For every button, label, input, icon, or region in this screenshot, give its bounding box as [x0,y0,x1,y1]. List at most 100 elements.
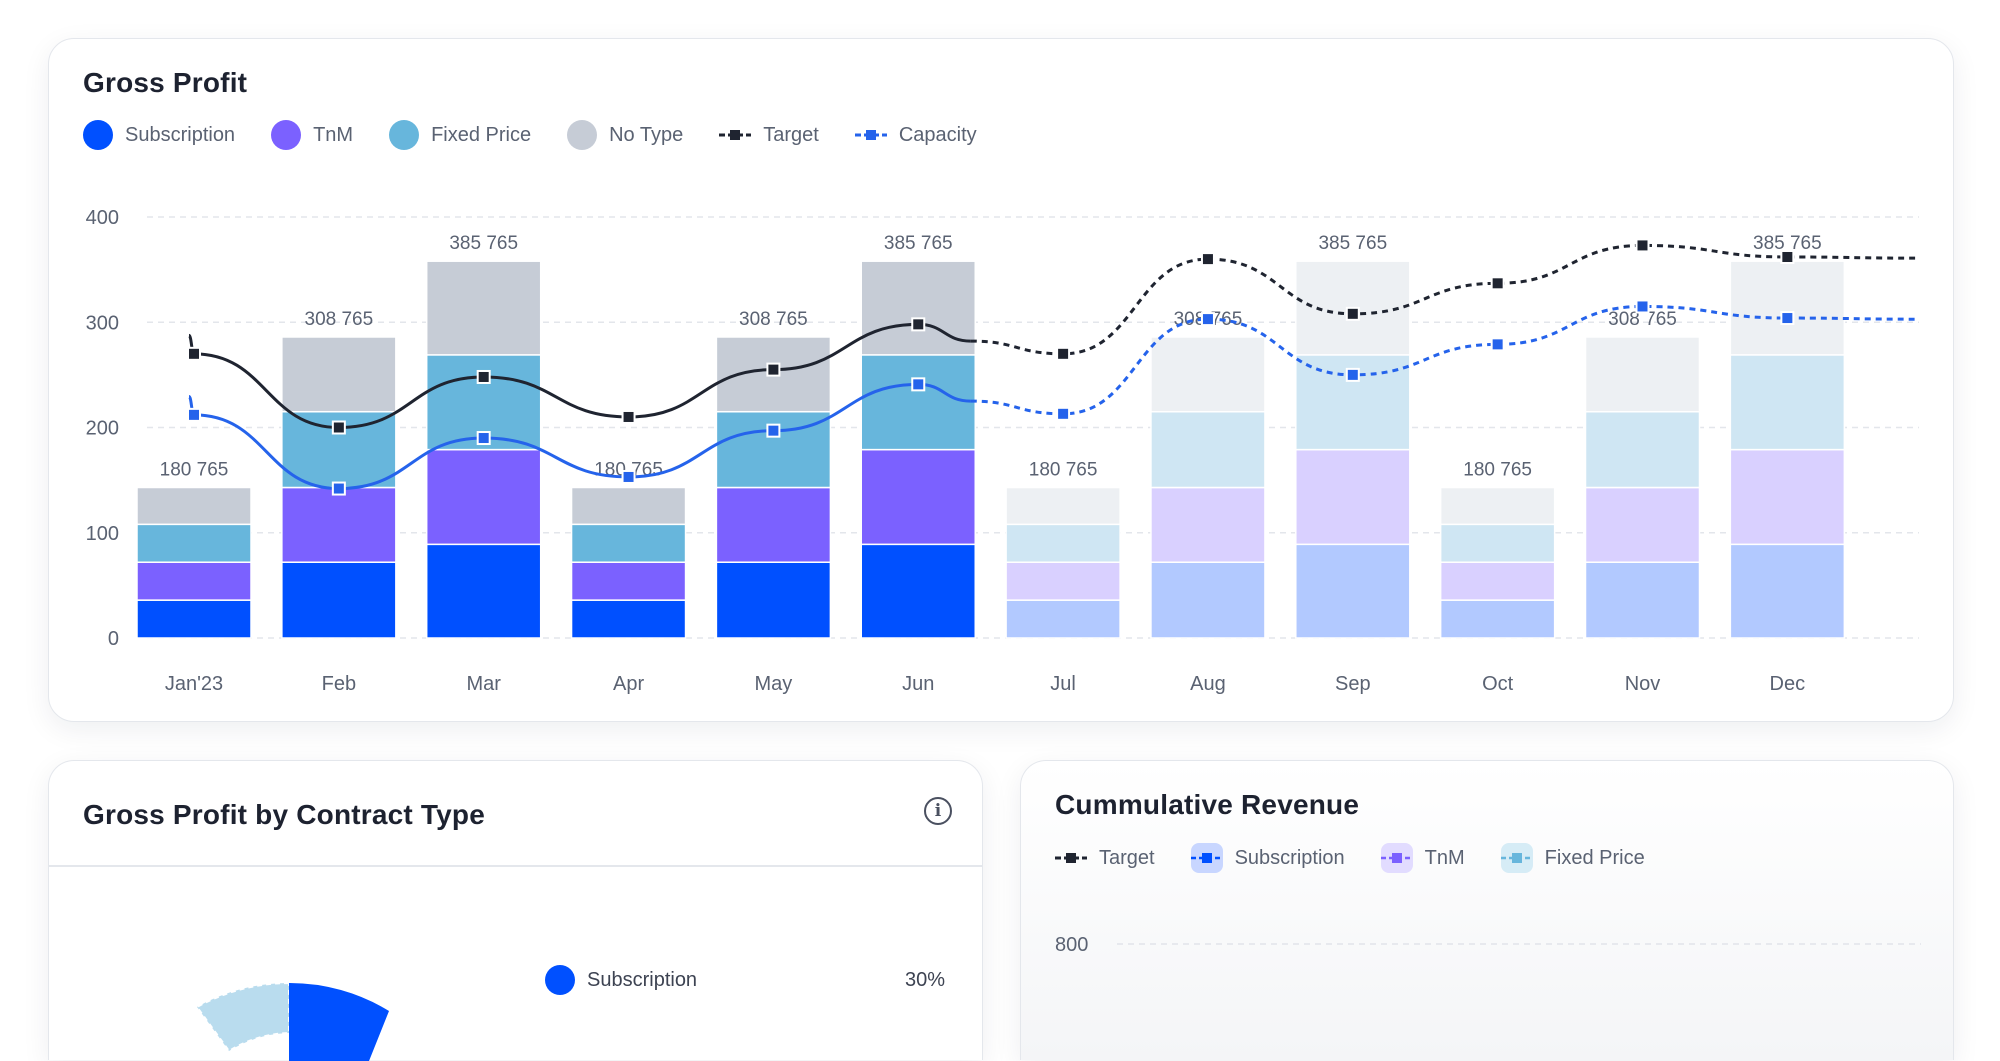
capacity-point[interactable] [187,407,201,422]
target-point[interactable] [331,420,346,435]
subscription-swatch [545,965,575,995]
capacity-point[interactable] [1490,337,1505,352]
legend-subscription[interactable]: Subscription [83,120,235,150]
bar-segment-tnm[interactable] [1295,448,1411,546]
no-type-swatch [567,120,598,150]
bar-total-label: 180 765 [1463,459,1532,480]
bar-segment-tnm[interactable] [1150,486,1266,563]
target-point[interactable] [911,317,926,332]
target-point[interactable] [621,409,636,424]
target-point[interactable] [187,346,201,361]
legend-no-type-label: No Type [609,123,684,146]
capacity-point[interactable] [1200,312,1215,327]
legend-capacity[interactable]: Capacity [854,124,977,147]
target-point[interactable] [1490,276,1505,291]
bar-segment-subscription[interactable] [715,561,832,639]
cumulative-legend-tnm[interactable]: TnM [1380,843,1465,873]
bar-segment-subscription[interactable] [1729,543,1846,639]
bar-segment-fixed-price[interactable] [136,523,252,563]
bar-segment-fixed-price[interactable] [1150,410,1266,489]
capacity-point[interactable] [1056,406,1071,421]
target-point[interactable] [1345,306,1360,321]
bar-segment-subscription[interactable] [1584,561,1701,639]
bar-segment-no-type[interactable] [1439,486,1556,526]
contract-row-subscription[interactable]: Subscription 30% [545,965,945,995]
capacity-point[interactable] [621,469,636,484]
cumulative-legend-fixed-price[interactable]: Fixed Price [1500,843,1645,873]
x-tick-label: Mar [466,673,501,695]
pie-slice-subscription[interactable] [289,982,389,1061]
info-icon[interactable]: i [924,797,952,825]
target-point[interactable] [1780,249,1795,264]
bar-segment-no-type[interactable] [425,260,542,356]
contract-row-value: 30% [904,968,945,991]
bar-segment-no-type[interactable] [281,336,397,413]
bar-segment-subscription[interactable] [425,543,542,639]
bar-segment-no-type[interactable] [136,486,252,526]
contract-row-label: Subscription [587,968,698,991]
cumulative-revenue-title: Cummulative Revenue [1055,789,1360,820]
target-point[interactable] [1200,252,1215,267]
x-tick-label: Nov [1625,673,1661,695]
capacity-point[interactable] [1635,299,1650,314]
legend-fixed-price[interactable]: Fixed Price [389,120,531,150]
bar-segment-no-type[interactable] [1729,260,1846,356]
bar-segment-tnm[interactable] [425,448,542,546]
target-point[interactable] [1056,346,1071,361]
pie-slice-fixed-price[interactable] [195,981,290,1053]
capacity-point[interactable] [911,377,926,392]
x-tick-label: May [755,673,793,695]
bar-segment-subscription[interactable] [1005,599,1121,639]
bar-total-label: 385 765 [1753,233,1822,254]
capacity-point[interactable] [766,423,781,438]
bar-segment-subscription[interactable] [1295,543,1411,639]
bar-segment-tnm[interactable] [1005,561,1121,601]
bar-segment-subscription[interactable] [570,599,687,639]
capacity-point[interactable] [331,481,346,496]
bar-segment-tnm[interactable] [1584,486,1701,563]
bar-segment-tnm[interactable] [570,561,687,601]
bar-segment-fixed-price[interactable] [570,523,687,563]
bar-segment-subscription[interactable] [281,561,397,639]
bar-segment-tnm[interactable] [1729,448,1846,546]
target-point[interactable] [1635,238,1650,253]
cumulative-revenue-card: Cummulative Revenue Target Subscription … [1020,760,1954,1060]
bar-segment-subscription[interactable] [1439,599,1556,639]
bar-segment-fixed-price[interactable] [860,354,976,451]
legend-target[interactable]: Target [719,124,819,147]
bar-segment-subscription[interactable] [860,543,976,639]
bar-segment-no-type[interactable] [570,486,687,526]
cumulative-legend-subscription[interactable]: Subscription [1190,843,1345,873]
bar-segment-no-type[interactable] [1150,336,1266,413]
capacity-point[interactable] [1780,311,1795,326]
bar-segment-fixed-price[interactable] [1584,410,1701,489]
bar-segment-tnm[interactable] [1439,561,1556,601]
bar-segment-fixed-price[interactable] [1729,354,1846,451]
bar-segment-fixed-price[interactable] [1005,523,1121,563]
cumulative-legend-target[interactable]: Target [1055,847,1155,870]
bar-segment-subscription[interactable] [1150,561,1266,639]
x-tick-label: Dec [1770,673,1806,695]
gross-profit-title: Gross Profit [83,67,248,98]
bar-total-label: 180 765 [1029,459,1098,480]
bar-segment-tnm[interactable] [715,486,832,563]
x-tick-label: Apr [613,673,644,695]
legend-tnm[interactable]: TnM [271,120,353,150]
bar-segment-fixed-price[interactable] [1439,523,1556,563]
target-point[interactable] [766,362,781,377]
bar-segment-tnm[interactable] [860,448,976,546]
y-tick-label: 100 [86,523,119,545]
bar-segment-no-type[interactable] [1005,486,1121,526]
capacity-point[interactable] [1345,367,1360,382]
cumulative-legend-fixed-price-label: Fixed Price [1544,846,1645,869]
legend-fixed-price-label: Fixed Price [431,123,532,146]
bar-segment-tnm[interactable] [281,486,397,563]
bar-segment-subscription[interactable] [136,599,252,639]
capacity-point[interactable] [476,431,491,446]
bar-segment-no-type[interactable] [1584,336,1701,413]
subscription-area-swatch [1190,843,1223,873]
bar-total-label: 385 765 [884,233,953,254]
legend-no-type[interactable]: No Type [567,120,683,150]
bar-segment-tnm[interactable] [136,561,252,601]
target-point[interactable] [476,369,491,384]
